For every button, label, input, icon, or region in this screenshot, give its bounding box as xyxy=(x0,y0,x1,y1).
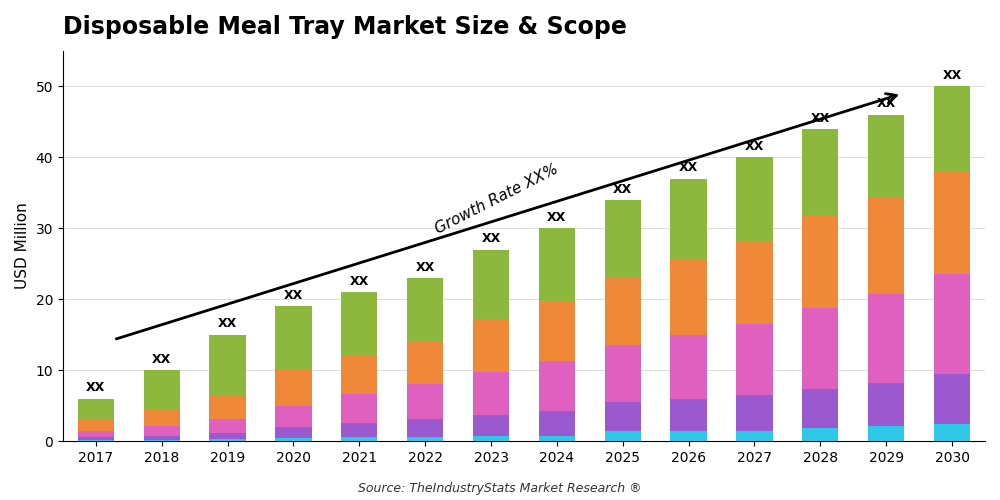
Bar xyxy=(802,428,838,442)
Bar xyxy=(78,440,114,442)
Bar xyxy=(934,374,970,424)
Bar xyxy=(407,420,443,437)
Bar xyxy=(736,430,773,442)
Text: XX: XX xyxy=(679,161,698,174)
Text: XX: XX xyxy=(811,112,830,124)
Text: XX: XX xyxy=(86,382,105,394)
Bar xyxy=(605,402,641,430)
Bar xyxy=(473,319,509,372)
Bar xyxy=(144,426,180,436)
Y-axis label: USD Million: USD Million xyxy=(15,202,30,290)
Bar xyxy=(736,242,773,324)
Bar xyxy=(209,395,246,418)
Bar xyxy=(473,415,509,436)
Text: XX: XX xyxy=(218,318,237,330)
Bar xyxy=(868,426,904,442)
Bar xyxy=(341,292,377,356)
Text: XX: XX xyxy=(481,232,501,245)
Bar xyxy=(934,274,970,374)
Bar xyxy=(341,356,377,395)
Bar xyxy=(868,383,904,426)
Text: Disposable Meal Tray Market Size & Scope: Disposable Meal Tray Market Size & Scope xyxy=(63,15,627,39)
Bar xyxy=(605,346,641,402)
Bar xyxy=(144,440,180,442)
Bar xyxy=(341,423,377,437)
Bar xyxy=(78,398,114,420)
Bar xyxy=(209,418,246,433)
Bar xyxy=(868,114,904,198)
Bar xyxy=(736,324,773,395)
Bar xyxy=(868,198,904,294)
Bar xyxy=(78,437,114,440)
Text: XX: XX xyxy=(942,69,962,82)
Bar xyxy=(275,438,312,442)
Bar xyxy=(473,372,509,415)
Bar xyxy=(605,430,641,442)
Bar xyxy=(209,334,246,395)
Bar xyxy=(934,172,970,274)
Bar xyxy=(407,278,443,341)
Bar xyxy=(868,294,904,383)
Bar xyxy=(209,439,246,442)
Bar xyxy=(605,200,641,278)
Bar xyxy=(407,437,443,442)
Bar xyxy=(78,420,114,430)
Text: XX: XX xyxy=(547,211,567,224)
Bar xyxy=(670,334,707,398)
Bar xyxy=(539,436,575,442)
Bar xyxy=(670,398,707,430)
Bar xyxy=(539,300,575,361)
Bar xyxy=(275,306,312,370)
Text: XX: XX xyxy=(613,182,632,196)
Bar xyxy=(275,427,312,438)
Bar xyxy=(934,86,970,172)
Bar xyxy=(539,410,575,436)
Bar xyxy=(802,129,838,216)
Bar xyxy=(802,390,838,428)
Bar xyxy=(275,370,312,406)
Bar xyxy=(539,228,575,300)
Text: XX: XX xyxy=(350,275,369,288)
Bar xyxy=(670,178,707,260)
Bar xyxy=(341,394,377,423)
Bar xyxy=(473,250,509,319)
Bar xyxy=(275,406,312,427)
Bar xyxy=(605,278,641,345)
Bar xyxy=(144,370,180,410)
Bar xyxy=(539,361,575,410)
Bar xyxy=(802,308,838,390)
Bar xyxy=(407,341,443,384)
Bar xyxy=(802,216,838,308)
Bar xyxy=(670,430,707,442)
Bar xyxy=(473,436,509,442)
Text: XX: XX xyxy=(284,289,303,302)
Bar xyxy=(670,260,707,334)
Text: Growth Rate XX%: Growth Rate XX% xyxy=(432,162,560,236)
Bar xyxy=(144,436,180,440)
Bar xyxy=(341,437,377,442)
Bar xyxy=(144,410,180,426)
Text: XX: XX xyxy=(877,98,896,110)
Bar xyxy=(407,384,443,420)
Bar xyxy=(934,424,970,442)
Bar xyxy=(736,395,773,430)
Bar xyxy=(78,430,114,437)
Text: XX: XX xyxy=(152,353,171,366)
Text: Source: TheIndustryStats Market Research ®: Source: TheIndustryStats Market Research… xyxy=(358,482,642,495)
Text: XX: XX xyxy=(416,260,435,274)
Text: XX: XX xyxy=(745,140,764,153)
Bar xyxy=(736,157,773,242)
Bar xyxy=(209,433,246,439)
